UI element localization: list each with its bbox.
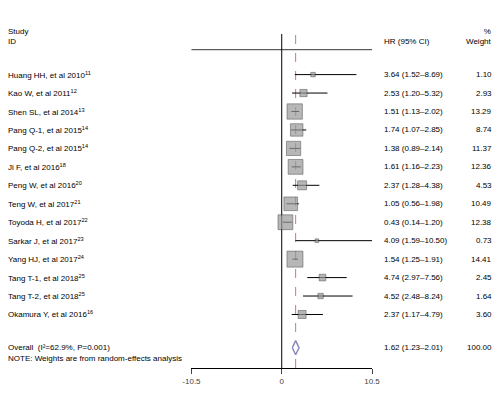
svg-text:10.49: 10.49 bbox=[471, 199, 492, 208]
svg-text:12.36: 12.36 bbox=[471, 162, 492, 171]
svg-text:11.37: 11.37 bbox=[472, 144, 492, 153]
svg-text:12.38: 12.38 bbox=[471, 218, 492, 227]
svg-text:2.37 (1.28–4.38): 2.37 (1.28–4.38) bbox=[384, 181, 443, 190]
svg-text:4.74 (2.97–7.56): 4.74 (2.97–7.56) bbox=[384, 273, 443, 282]
svg-text:2.37 (1.17–4.79): 2.37 (1.17–4.79) bbox=[384, 310, 443, 319]
svg-text:1.74 (1.07–2.85): 1.74 (1.07–2.85) bbox=[384, 125, 443, 134]
svg-text:1.62 (1.23–2.01): 1.62 (1.23–2.01) bbox=[384, 343, 443, 352]
svg-text:4.52 (2.48–8.24): 4.52 (2.48–8.24) bbox=[384, 292, 443, 301]
svg-text:0.43 (0.14–1.20): 0.43 (0.14–1.20) bbox=[384, 218, 443, 227]
svg-text:Huang HH, et al 2010​11​: Huang HH, et al 2010​11​ bbox=[8, 70, 91, 80]
svg-text:Okamura Y, et al 2016​16​: Okamura Y, et al 2016​16​ bbox=[8, 309, 93, 319]
svg-text:1.54 (1.25–1.91): 1.54 (1.25–1.91) bbox=[384, 255, 443, 264]
svg-text:Yang HJ, et al 2017​24​: Yang HJ, et al 2017​24​ bbox=[8, 254, 84, 264]
svg-text:14.41: 14.41 bbox=[471, 255, 492, 264]
svg-text:1.10: 1.10 bbox=[476, 70, 492, 79]
svg-text:3.64 (1.52–8.69): 3.64 (1.52–8.69) bbox=[384, 70, 443, 79]
svg-text:%Weight: %Weight bbox=[466, 27, 492, 46]
svg-text:0: 0 bbox=[279, 377, 284, 386]
svg-text:Overall (I²=62.9%, P=0.001): Overall (I²=62.9%, P=0.001) bbox=[8, 343, 110, 352]
svg-text:-10.5: -10.5 bbox=[182, 377, 201, 386]
svg-text:1.61 (1.16–2.23): 1.61 (1.16–2.23) bbox=[384, 162, 443, 171]
svg-text:13.29: 13.29 bbox=[471, 107, 492, 116]
svg-text:Pang Q-2, et al 2015​14​: Pang Q-2, et al 2015​14​ bbox=[8, 143, 88, 153]
svg-text:0.73: 0.73 bbox=[476, 236, 492, 245]
svg-text:Shen SL, et al 2014​13​: Shen SL, et al 2014​13​ bbox=[8, 107, 85, 117]
svg-text:1.51 (1.13–2.02): 1.51 (1.13–2.02) bbox=[384, 107, 443, 116]
svg-text:Teng W, et al 2017​21​: Teng W, et al 2017​21​ bbox=[8, 199, 81, 209]
svg-text:Tang T-2, et al 2018​25​: Tang T-2, et al 2018​25​ bbox=[8, 291, 85, 301]
svg-text:Tang T-1, et al 2018​25​: Tang T-1, et al 2018​25​ bbox=[8, 273, 85, 283]
svg-text:NOTE: Weights are from random-: NOTE: Weights are from random-effects an… bbox=[8, 354, 182, 363]
svg-text:4.53: 4.53 bbox=[476, 181, 492, 190]
svg-text:Sarkar J, et al 2017​23​: Sarkar J, et al 2017​23​ bbox=[8, 236, 84, 246]
svg-text:HR (95% CI): HR (95% CI) bbox=[384, 37, 430, 46]
svg-text:10.5: 10.5 bbox=[364, 377, 380, 386]
svg-text:3.60: 3.60 bbox=[476, 310, 492, 319]
svg-text:Toyoda H, et al 2017​22​: Toyoda H, et al 2017​22​ bbox=[8, 217, 88, 227]
svg-text:1.05 (0.56–1.98): 1.05 (0.56–1.98) bbox=[384, 199, 443, 208]
svg-text:2.93: 2.93 bbox=[476, 89, 492, 98]
svg-text:100.00: 100.00 bbox=[467, 343, 492, 352]
svg-text:2.53 (1.20–5.32): 2.53 (1.20–5.32) bbox=[384, 89, 443, 98]
svg-text:Peng W, et al 2016​20​: Peng W, et al 2016​20​ bbox=[8, 180, 82, 190]
svg-text:Ji F, et al 2016​18​: Ji F, et al 2016​18​ bbox=[8, 162, 66, 172]
svg-text:4.09 (1.59–10.50): 4.09 (1.59–10.50) bbox=[384, 236, 447, 245]
svg-text:Kao W, et al 2011​12​: Kao W, et al 2011​12​ bbox=[8, 88, 77, 98]
svg-text:2.45: 2.45 bbox=[476, 273, 492, 282]
svg-text:1.64: 1.64 bbox=[476, 292, 492, 301]
svg-text:Pang Q-1, et al 2015​14​: Pang Q-1, et al 2015​14​ bbox=[8, 125, 88, 135]
svg-text:StudyID: StudyID bbox=[8, 27, 28, 46]
svg-text:1.38 (0.89–2.14): 1.38 (0.89–2.14) bbox=[384, 144, 443, 153]
svg-text:8.74: 8.74 bbox=[476, 125, 492, 134]
